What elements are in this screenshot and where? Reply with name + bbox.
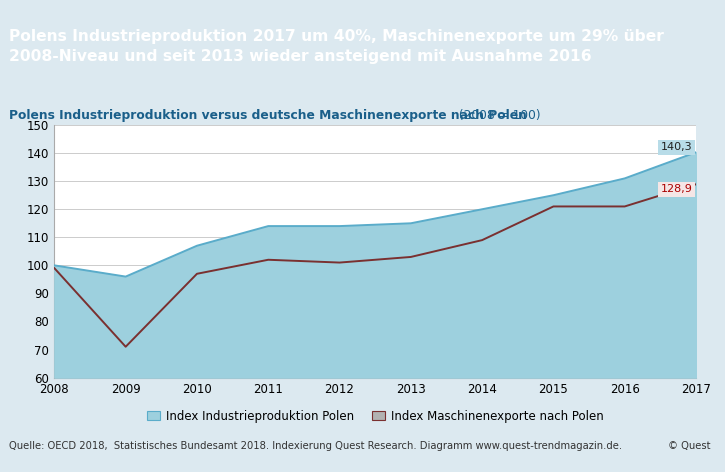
Text: 140,3: 140,3 [660, 142, 692, 152]
Text: Polens Industrieproduktion versus deutsche Maschinenexporte nach Polen: Polens Industrieproduktion versus deutsc… [9, 109, 527, 122]
Text: Quelle: OECD 2018,  Statistisches Bundesamt 2018. Indexierung Quest Research. Di: Quelle: OECD 2018, Statistisches Bundesa… [9, 441, 623, 451]
Text: 128,9: 128,9 [660, 184, 692, 194]
Text: (2008 = 100): (2008 = 100) [455, 109, 541, 122]
Text: © Quest: © Quest [668, 441, 710, 451]
Text: Polens Industrieproduktion 2017 um 40%, Maschinenexporte um 29% über
2008-Niveau: Polens Industrieproduktion 2017 um 40%, … [9, 29, 664, 64]
Legend: Index Industrieproduktion Polen, Index Maschinenexporte nach Polen: Index Industrieproduktion Polen, Index M… [142, 405, 608, 427]
